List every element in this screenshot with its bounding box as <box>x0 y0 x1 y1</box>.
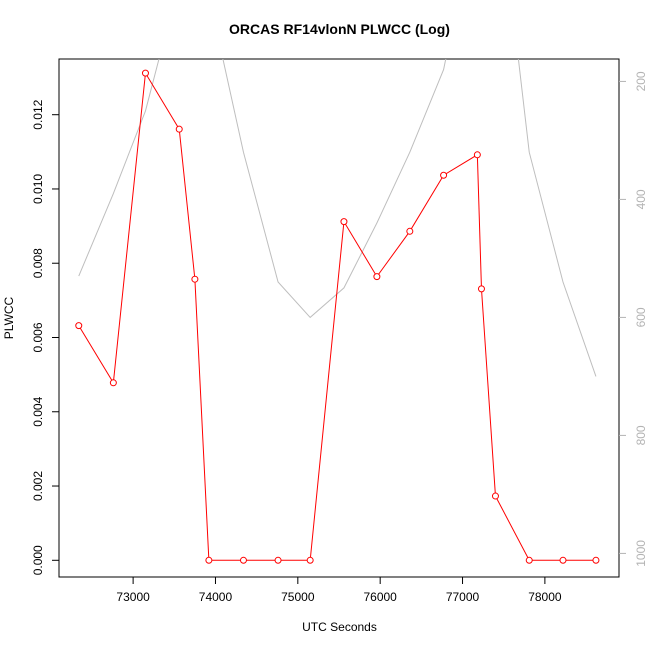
plwcc-point <box>109 379 117 387</box>
plwcc-point <box>205 556 213 564</box>
right-axis: 200 400 600 800 1000 <box>619 71 648 567</box>
plwcc-point <box>175 125 183 133</box>
y-tick-label: 0.006 <box>31 322 45 352</box>
plwcc-point <box>477 285 485 293</box>
plwcc-point <box>141 69 149 77</box>
x-axis-label: UTC Seconds <box>302 620 377 634</box>
plot-frame <box>58 58 620 578</box>
plwcc-point <box>274 556 282 564</box>
plwcc-point <box>340 218 348 226</box>
plwcc-point <box>473 151 481 159</box>
right-tick-label: 400 <box>634 189 648 209</box>
y-tick-label: 0.010 <box>31 174 45 204</box>
y-tick-label: 0.008 <box>31 248 45 278</box>
plwcc-point <box>373 273 381 281</box>
plwcc-point <box>559 556 567 564</box>
x-tick-label: 77000 <box>446 590 480 604</box>
x-tick-label: 74000 <box>199 590 233 604</box>
right-tick-label: 800 <box>634 425 648 445</box>
y-axis-label: PLWCC <box>2 296 16 339</box>
grey-series-line <box>78 59 597 377</box>
plwcc-point <box>491 492 499 500</box>
plwcc-point <box>406 227 414 235</box>
right-tick-label: 200 <box>634 71 648 91</box>
plwcc-point <box>440 171 448 179</box>
plwcc-point <box>306 556 314 564</box>
series-layer <box>75 59 600 564</box>
plwcc-point <box>592 556 600 564</box>
plwcc-point <box>525 556 533 564</box>
chart-title: ORCAS RF14vlonN PLWCC (Log) <box>229 21 450 37</box>
plwcc-point <box>75 322 83 330</box>
right-tick-label: 1000 <box>634 540 648 567</box>
x-tick-label: 75000 <box>281 590 315 604</box>
y-tick-label: 0.000 <box>31 545 45 575</box>
y-tick-label: 0.002 <box>31 471 45 501</box>
y-tick-label: 0.004 <box>31 396 45 426</box>
y-axis: 0.000 0.002 0.004 0.006 0.008 0.010 0.012 <box>31 99 59 575</box>
plwcc-series-line <box>78 71 596 561</box>
right-tick-label: 600 <box>634 307 648 327</box>
x-tick-label: 76000 <box>363 590 397 604</box>
plwcc-point <box>239 556 247 564</box>
x-axis: 73000 74000 75000 76000 77000 78000 <box>116 577 562 604</box>
y-tick-label: 0.012 <box>31 99 45 129</box>
x-tick-label: 78000 <box>528 590 562 604</box>
plwcc-point <box>191 275 199 283</box>
x-tick-label: 73000 <box>116 590 150 604</box>
